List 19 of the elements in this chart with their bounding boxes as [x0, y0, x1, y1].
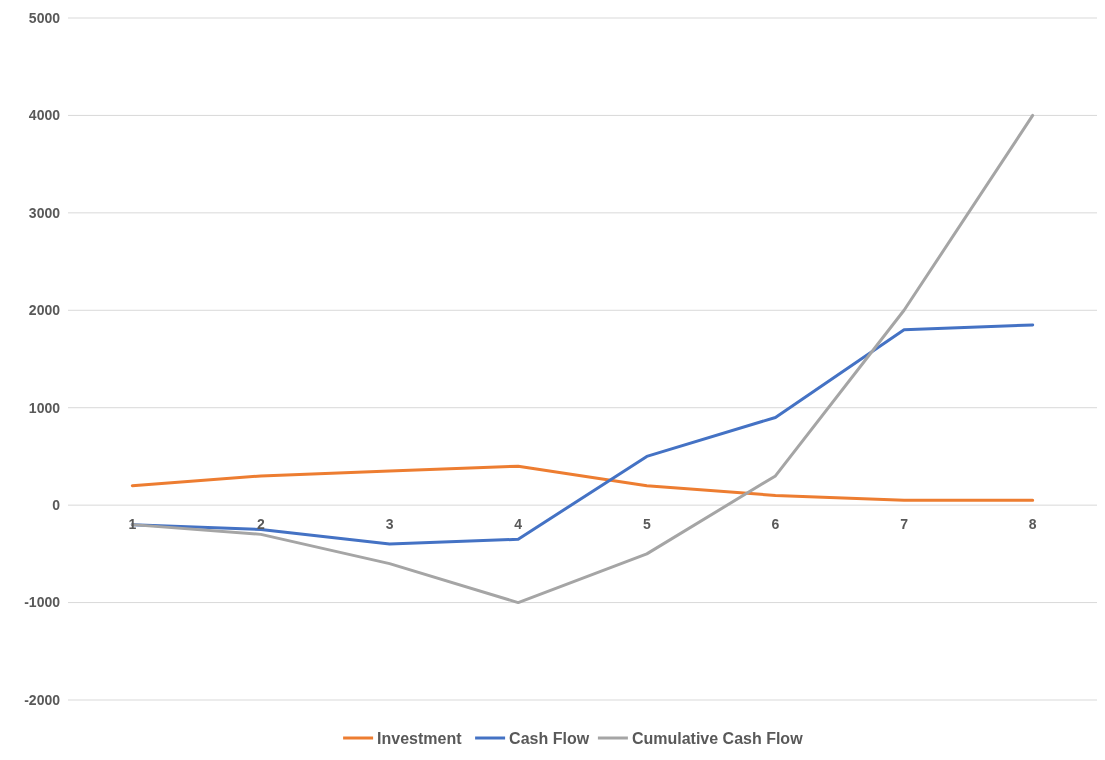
- y-tick-label: 2000: [28, 302, 61, 319]
- y-tick-label: -1000: [24, 594, 61, 611]
- x-tick-label: 6: [771, 516, 780, 533]
- legend-label: Cumulative Cash Flow: [631, 729, 804, 747]
- y-tick-label: 5000: [28, 9, 61, 26]
- y-tick-label: -2000: [24, 691, 61, 708]
- y-tick-label: 4000: [28, 107, 61, 124]
- x-tick-label: 8: [1028, 516, 1037, 533]
- legend-label: Cash Flow: [509, 729, 590, 747]
- y-tick-label: 0: [52, 497, 61, 514]
- line-series: [130, 464, 1035, 502]
- y-tick-label: 3000: [28, 204, 61, 221]
- x-tick-label: 2: [257, 516, 266, 533]
- x-tick-label: 4: [514, 516, 523, 533]
- y-tick-label: 1000: [28, 399, 61, 416]
- x-tick-label: 3: [385, 516, 394, 533]
- x-tick-label: 5: [642, 516, 651, 533]
- x-tick-label: 7: [900, 516, 909, 533]
- legend-label: Investment: [377, 729, 463, 747]
